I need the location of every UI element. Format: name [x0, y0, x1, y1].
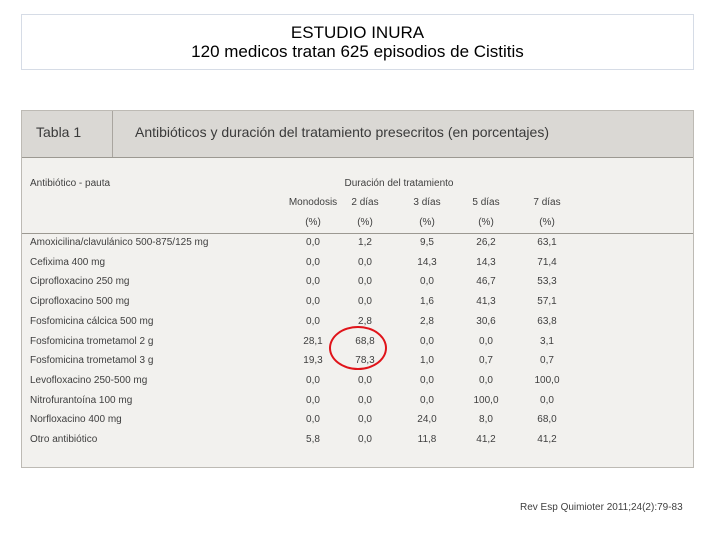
table-cell: 14,3 [417, 257, 437, 268]
table-cell: 41,2 [476, 434, 496, 445]
table-cell: 0,7 [540, 355, 554, 366]
table-cell: 19,3 [303, 355, 323, 366]
col-unit: (%) [539, 217, 555, 228]
header-rule [22, 233, 693, 234]
col-header-2-dias: 2 días [351, 197, 379, 208]
table-cell: 0,0 [306, 296, 320, 307]
row-label: Ciprofloxacino 250 mg [30, 276, 130, 287]
table-cell: 0,0 [479, 375, 493, 386]
table-cell: 0,0 [306, 257, 320, 268]
table-cell: 0,0 [306, 237, 320, 248]
table-cell: 63,1 [537, 237, 557, 248]
table-cell: 0,0 [358, 414, 372, 425]
row-label: Otro antibiótico [30, 434, 98, 445]
caption-divider [112, 111, 113, 157]
row-header: Antibiótico - pauta [30, 178, 111, 189]
group-header: Duración del tratamiento [344, 178, 454, 189]
row-label: Fosfomicina trometamol 2 g [30, 336, 154, 347]
table-cell: 0,0 [358, 296, 372, 307]
row-label: Fosfomicina trometamol 3 g [30, 355, 154, 366]
row-label: Norfloxacino 400 mg [30, 414, 122, 425]
col-unit: (%) [305, 217, 321, 228]
table-cell: 0,0 [540, 395, 554, 406]
table-cell: 63,8 [537, 316, 557, 327]
table-cell: 41,3 [476, 296, 496, 307]
table-caption: Antibióticos y duración del tratamiento … [135, 124, 549, 140]
table-cell: 3,1 [540, 336, 554, 347]
table-cell: 0,0 [420, 395, 434, 406]
table-cell: 0,7 [479, 355, 493, 366]
table-cell: 0,0 [479, 336, 493, 347]
col-header-monodosis: Monodosis [288, 197, 338, 208]
table-caption-bar [22, 111, 693, 157]
row-label: Amoxicilina/clavulánico 500-875/125 mg [30, 237, 209, 248]
table-cell: 100,0 [473, 395, 499, 406]
table-cell: 0,0 [306, 276, 320, 287]
slide-subtitle: 120 medicos tratan 625 episodios de Cist… [191, 42, 524, 61]
col-unit: (%) [357, 217, 373, 228]
table-cell: 0,0 [306, 414, 320, 425]
col-unit: (%) [478, 217, 494, 228]
table-cell: 1,0 [420, 355, 434, 366]
row-label: Fosfomicina cálcica 500 mg [30, 316, 154, 327]
table-cell: 1,2 [358, 237, 372, 248]
table-cell: 100,0 [534, 375, 560, 386]
row-label: Nitrofurantoína 100 mg [30, 395, 133, 406]
row-label: Cefixima 400 mg [30, 257, 106, 268]
table-cell: 71,4 [537, 257, 557, 268]
table-cell: 46,7 [476, 276, 496, 287]
table-cell: 11,8 [417, 434, 437, 445]
table-cell: 30,6 [476, 316, 496, 327]
table-label: Tabla 1 [36, 124, 82, 140]
table-cell: 0,0 [358, 375, 372, 386]
table-cell: 0,0 [420, 336, 434, 347]
slide-title-box: ESTUDIO INURA 120 medicos tratan 625 epi… [21, 14, 694, 70]
table-cell: 2,8 [420, 316, 434, 327]
table-cell: 0,0 [306, 316, 320, 327]
table-cell: 8,0 [479, 414, 493, 425]
table-cell: 0,0 [420, 276, 434, 287]
row-label: Ciprofloxacino 500 mg [30, 296, 130, 307]
table-cell: 14,3 [476, 257, 496, 268]
col-header-5-dias: 5 días [472, 197, 500, 208]
table-cell: 53,3 [537, 276, 557, 287]
col-header-3-dias: 3 días [413, 197, 441, 208]
table-cell: 0,0 [358, 434, 372, 445]
caption-rule [22, 157, 693, 158]
table-image: Tabla 1 Antibióticos y duración del trat… [21, 110, 694, 468]
table-cell: 0,0 [420, 375, 434, 386]
table-cell: 0,0 [358, 276, 372, 287]
table-cell: 41,2 [537, 434, 557, 445]
table-cell: 68,0 [537, 414, 557, 425]
table-cell: 24,0 [417, 414, 437, 425]
table-cell: 1,6 [420, 296, 434, 307]
table-cell: 0,0 [306, 375, 320, 386]
table-cell: 5,8 [306, 434, 320, 445]
col-unit: (%) [419, 217, 435, 228]
table-cell: 9,5 [420, 237, 434, 248]
table-cell: 0,0 [306, 395, 320, 406]
row-label: Levofloxacino 250-500 mg [30, 375, 148, 386]
citation: Rev Esp Quimioter 2011;24(2):79-83 [520, 502, 683, 513]
table-cell: 0,0 [358, 395, 372, 406]
table-cell: 0,0 [358, 257, 372, 268]
slide-title: ESTUDIO INURA [290, 23, 425, 42]
highlight-circle [329, 326, 387, 370]
col-header-7-dias: 7 días [533, 197, 561, 208]
table-cell: 28,1 [303, 336, 323, 347]
table-cell: 57,1 [537, 296, 557, 307]
table-cell: 26,2 [476, 237, 496, 248]
table-cell: 2,8 [358, 316, 372, 327]
